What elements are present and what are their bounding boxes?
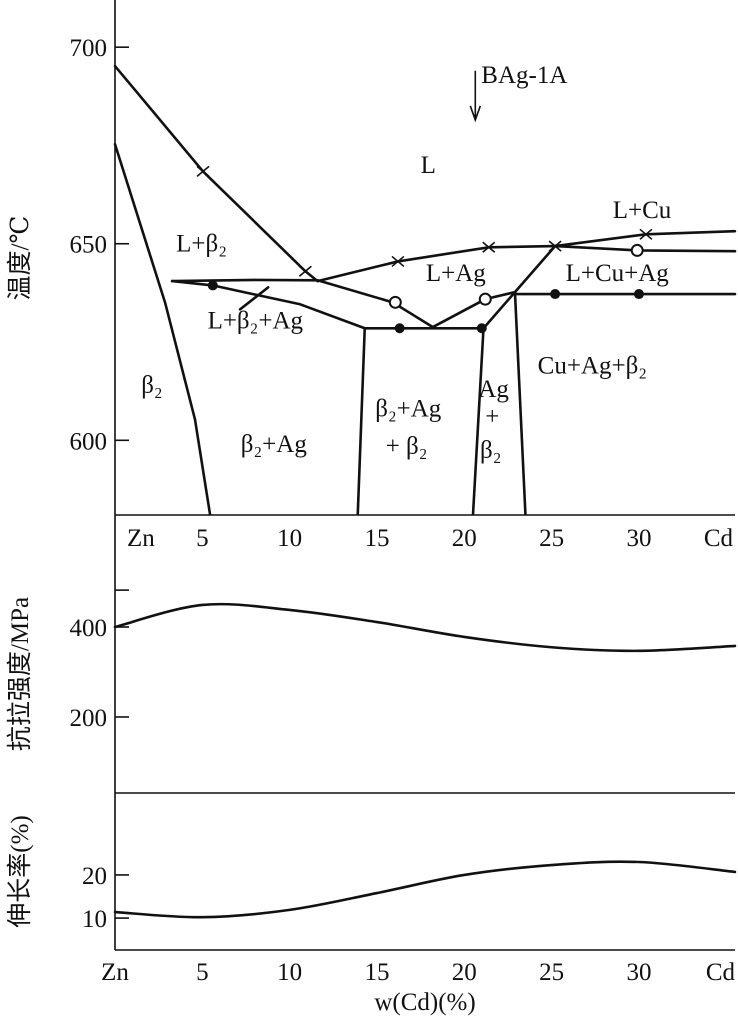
x-tick-label: Zn [127,525,155,552]
cross-marker [482,241,496,253]
y-tick-label: 600 [70,428,108,455]
region-label: L+Cu [613,197,672,224]
series-line-tensile-strength [113,602,737,653]
region-label: L+Cu+Ag [566,260,670,287]
region-label: L+β₂ [176,231,227,258]
arrow-label: BAg-1A [481,62,567,89]
y-tick-label: 400 [70,615,108,642]
x-tick-label: 25 [539,525,564,552]
x-tick-label: 10 [277,525,302,552]
cross-marker [298,265,312,277]
region-label: β₂+Ag [375,396,442,423]
filled-dot-marker [394,323,405,334]
phase-line-l-b2-ag-upper [170,278,435,329]
x-tick-label: 15 [364,525,389,552]
cross-marker [548,240,562,252]
x-tick-label: 15 [364,959,389,986]
phase-line-b2ag-left [356,326,367,516]
x-tick-label: Cd [704,525,734,552]
x-tick-label: 25 [539,959,564,986]
x-tick-label: Zn [101,959,129,986]
region-label: L+Ag [426,260,486,287]
phase-line-ag-right [513,290,527,516]
x-tick-label: 5 [196,525,209,552]
region-label: L [421,152,436,179]
cross-marker [391,255,405,268]
x-tick-label: 20 [452,959,477,986]
region-label: β₂ [480,437,501,464]
filled-dot-marker [633,289,644,300]
open-circle-marker [388,295,402,309]
filled-dot-marker [550,289,561,300]
phase-line-l-ag-right [431,290,517,329]
region-label: Cu+Ag+β₂ [538,352,647,379]
x-axis-label: w(Cd)(%) [374,989,475,1016]
phase-line-liquidus-cu-lower [553,244,737,253]
x-tick-label: Cd [706,959,736,986]
phase-line-ag-boundary [482,244,557,330]
y-tick-label: 20 [82,863,107,890]
filled-dot-marker [476,323,487,334]
open-circle-marker [630,243,644,257]
filled-dot-marker [207,280,218,291]
arrow-head-icon [469,105,482,123]
y-tick-label: 700 [70,35,108,62]
y-tick-label: 200 [70,705,108,732]
phase-line-b2ag-right [471,326,485,516]
y-axis-label: 抗拉强度/MPa [6,597,34,751]
y-tick-label: 650 [70,232,108,259]
phase-line-liquidus-beta2 [113,64,319,283]
cross-marker [639,228,653,240]
open-circle-marker [478,292,492,306]
region-label: L+β₂+Ag [208,307,304,334]
region-label: β₂+Ag [241,431,308,458]
cross-marker [196,165,210,178]
x-tick-label: 5 [196,959,209,986]
phase-line-l-b2-ag-lower [170,279,367,330]
phase-line-beta2-solvus [113,142,212,516]
x-tick-label: 30 [626,525,651,552]
region-label: β₂ [141,372,162,399]
y-axis-label: 伸长率(%) [6,815,34,927]
y-axis-label-temperature: 温度/℃ [6,216,34,301]
x-tick-label: 10 [277,959,302,986]
x-tick-label: 30 [626,959,651,986]
region-label: Ag [478,376,509,403]
region-label: + [485,404,499,431]
phase-line-pointer [238,286,270,311]
phase-line-liquidus-ag [316,244,557,283]
x-tick-label: 20 [452,525,477,552]
region-label: + β₂ [386,433,428,460]
series-line-elongation [113,860,737,919]
y-tick-label: 10 [82,906,107,933]
